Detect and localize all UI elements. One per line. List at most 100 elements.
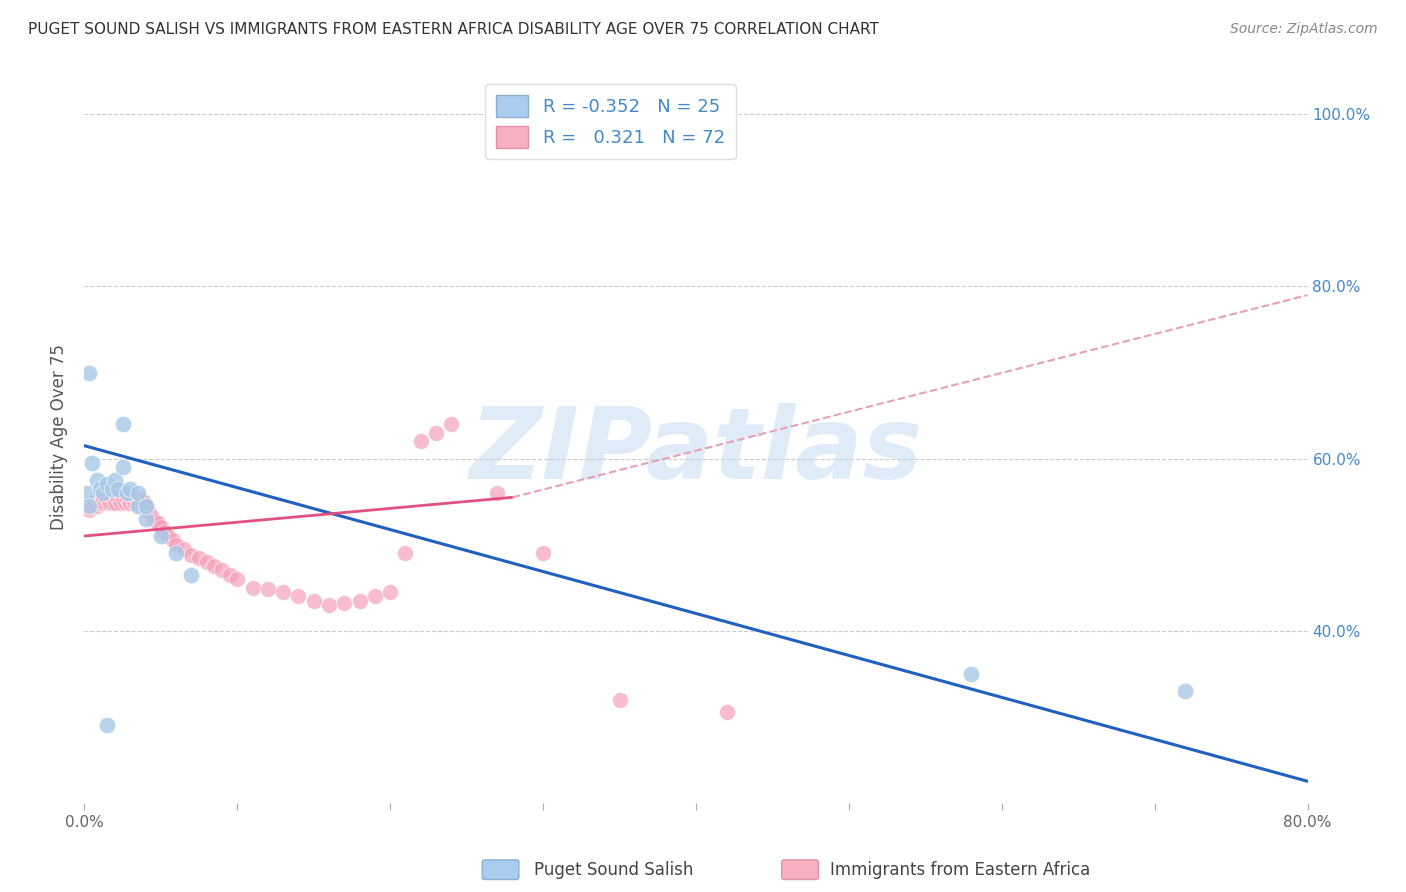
Point: [609, 692, 631, 706]
Point: [162, 533, 184, 548]
Point: [127, 499, 149, 513]
Point: [101, 482, 124, 496]
Point: [1174, 684, 1197, 698]
Point: [107, 482, 129, 496]
Point: [195, 555, 218, 569]
Point: [93, 496, 115, 510]
Point: [425, 425, 447, 440]
Legend: R = -0.352   N = 25, R =   0.321   N = 72: R = -0.352 N = 25, R = 0.321 N = 72: [485, 84, 735, 159]
Point: [89, 496, 111, 510]
Point: [96, 491, 118, 506]
Point: [127, 486, 149, 500]
Point: [110, 496, 132, 510]
Point: [86, 499, 108, 513]
Point: [302, 593, 325, 607]
Point: [211, 564, 233, 578]
Point: [333, 596, 356, 610]
Point: [97, 496, 120, 510]
Point: [149, 520, 172, 534]
Point: [180, 567, 202, 582]
Point: [115, 486, 138, 500]
Point: [80, 499, 103, 513]
Point: [90, 494, 112, 508]
Point: [165, 538, 187, 552]
Point: [146, 516, 169, 530]
Point: [111, 460, 134, 475]
Point: [141, 510, 163, 524]
Point: [202, 559, 225, 574]
Point: [127, 496, 149, 510]
Point: [111, 417, 134, 432]
Point: [77, 366, 100, 380]
Point: [91, 491, 114, 506]
Y-axis label: Disability Age Over 75: Disability Age Over 75: [51, 344, 69, 530]
Point: [153, 524, 176, 539]
Point: [135, 499, 157, 513]
Point: [105, 496, 128, 510]
Point: [226, 572, 249, 586]
Point: [129, 491, 152, 506]
Point: [115, 491, 138, 506]
Point: [131, 496, 153, 510]
Point: [89, 482, 111, 496]
Point: [394, 546, 416, 560]
Text: Immigrants from Eastern Africa: Immigrants from Eastern Africa: [830, 861, 1090, 879]
Point: [120, 482, 142, 496]
Point: [242, 581, 264, 595]
Point: [121, 491, 143, 506]
Point: [112, 494, 135, 508]
Point: [111, 491, 134, 506]
Point: [380, 585, 402, 599]
Point: [83, 494, 105, 508]
Point: [120, 496, 142, 510]
Text: PUGET SOUND SALISH VS IMMIGRANTS FROM EASTERN AFRICA DISABILITY AGE OVER 75 CORR: PUGET SOUND SALISH VS IMMIGRANTS FROM EA…: [28, 22, 879, 37]
Point: [101, 491, 124, 506]
Point: [716, 706, 738, 720]
Point: [188, 550, 211, 565]
Point: [98, 494, 121, 508]
Point: [104, 494, 127, 508]
Point: [108, 494, 131, 508]
Point: [180, 548, 202, 562]
Point: [80, 456, 103, 470]
Point: [173, 541, 195, 556]
Text: Source: ZipAtlas.com: Source: ZipAtlas.com: [1230, 22, 1378, 37]
Point: [122, 494, 145, 508]
Point: [138, 505, 160, 519]
Point: [104, 473, 127, 487]
Point: [132, 494, 155, 508]
Point: [125, 491, 148, 506]
Text: Puget Sound Salish: Puget Sound Salish: [534, 861, 693, 879]
Point: [440, 417, 463, 432]
Point: [135, 512, 157, 526]
Point: [91, 486, 114, 500]
Point: [318, 598, 340, 612]
Point: [118, 494, 141, 508]
Point: [960, 666, 983, 681]
Point: [107, 491, 129, 506]
Point: [76, 486, 98, 500]
Point: [218, 567, 240, 582]
Point: [96, 718, 118, 732]
Point: [103, 496, 125, 510]
Point: [86, 473, 108, 487]
Point: [349, 593, 371, 607]
Point: [128, 494, 150, 508]
Point: [364, 589, 387, 603]
Point: [157, 529, 180, 543]
Point: [84, 496, 107, 510]
Point: [531, 546, 554, 560]
Point: [271, 585, 294, 599]
Point: [409, 434, 432, 449]
Point: [257, 582, 280, 597]
Point: [135, 499, 157, 513]
Point: [124, 496, 146, 510]
Point: [486, 486, 509, 500]
Point: [94, 494, 117, 508]
Point: [149, 529, 172, 543]
Point: [165, 546, 187, 560]
Text: ZIPatlas: ZIPatlas: [470, 403, 922, 500]
Point: [287, 589, 309, 603]
Point: [114, 496, 136, 510]
Point: [87, 492, 110, 507]
